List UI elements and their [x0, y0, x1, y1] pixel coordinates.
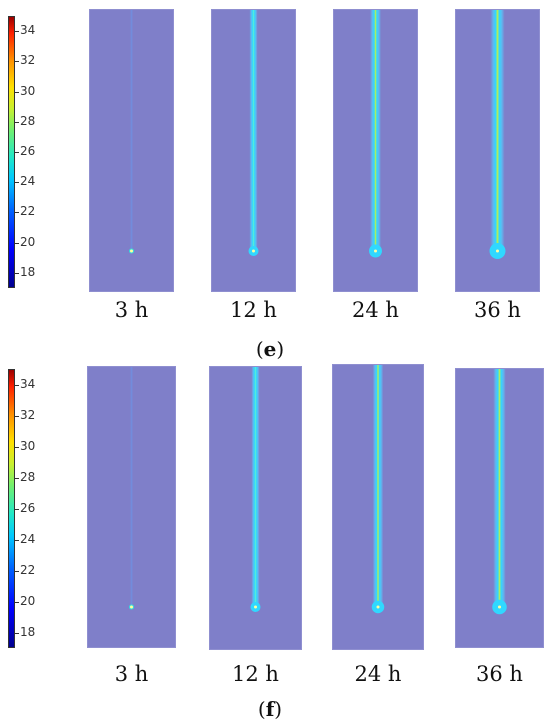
colorbar-tick-label: 32 — [20, 407, 36, 422]
heat-plume — [489, 10, 506, 259]
colorbar-tick-label: 34 — [20, 23, 36, 38]
colorbar-tick — [15, 539, 19, 541]
temperature-field — [87, 366, 176, 648]
colorbar-tick — [15, 446, 19, 448]
heat-source-point — [374, 249, 377, 253]
time-label: 12 h — [232, 662, 279, 686]
time-label: 12 h — [230, 298, 277, 322]
colorbar-tick-label: 26 — [20, 500, 36, 515]
colorbar-tick — [15, 415, 19, 417]
colorbar-f — [8, 369, 15, 648]
colorbar-e — [8, 16, 15, 288]
heat-plume — [371, 365, 385, 614]
time-label: 36 h — [476, 662, 523, 686]
heat-source-point — [496, 249, 499, 253]
plume-column — [249, 10, 258, 251]
heat-plume — [250, 367, 261, 612]
plume-column — [370, 10, 381, 251]
temperature-field — [332, 364, 424, 650]
colorbar-tick — [15, 31, 19, 33]
plume-column — [372, 365, 384, 607]
plume-column — [251, 367, 260, 607]
time-label: 24 h — [354, 662, 402, 686]
colorbar-tick — [15, 570, 19, 572]
colorbar-tick-label: 22 — [20, 562, 36, 577]
colorbar-tick-label: 30 — [20, 438, 36, 453]
colorbar-tick — [15, 242, 19, 244]
temperature-field — [89, 9, 174, 292]
time-label: 24 h — [352, 298, 399, 322]
colorbar-tick-label: 32 — [20, 53, 36, 68]
panel-e: 34 32 30 28 26 24 22 20 18 3 h 12 h 24 h 36 h (e) — [8, 9, 540, 361]
heat-plume — [248, 10, 259, 256]
plume-column — [130, 10, 133, 251]
colorbar-tick — [15, 477, 19, 479]
colorbar-tick — [15, 601, 19, 603]
colorbar-tick — [15, 91, 19, 93]
heat-plume — [369, 10, 382, 258]
plume-column — [490, 10, 505, 251]
time-label: 3 h — [114, 662, 149, 686]
colorbar-tick — [15, 212, 19, 214]
temperature-field — [455, 9, 540, 292]
colorbar-tick-label: 28 — [20, 469, 36, 484]
colorbar-tick — [15, 152, 19, 153]
heat-source-point — [498, 605, 501, 609]
temperature-field — [209, 366, 302, 650]
colorbar-tick-label: 20 — [20, 593, 36, 608]
heat-source-point — [254, 605, 257, 609]
heat-source-point — [376, 605, 380, 609]
heat-plume — [492, 369, 507, 615]
plume-column — [130, 367, 133, 607]
colorbar-tick — [15, 508, 19, 510]
colorbar-tick-label: 18 — [20, 264, 36, 279]
heat-source-point — [130, 605, 133, 609]
colorbar-tick-label: 34 — [20, 376, 36, 391]
temperature-field — [455, 368, 544, 648]
colorbar-tick-label: 24 — [20, 174, 36, 189]
colorbar-tick-label: 30 — [20, 83, 36, 98]
time-label: 3 h — [114, 298, 149, 322]
heat-source-point — [130, 249, 133, 253]
colorbar-tick — [15, 272, 19, 274]
plume-column — [493, 369, 506, 607]
panel-label-f: (f) — [257, 697, 283, 721]
heat-source-point — [252, 249, 255, 253]
colorbar-tick-label: 26 — [20, 144, 36, 158]
colorbar-tick-label: 20 — [20, 234, 36, 249]
colorbar-tick — [15, 61, 19, 63]
colorbar-tick-label: 18 — [20, 624, 36, 639]
heat-plume — [129, 10, 134, 254]
colorbar-tick-label: 24 — [20, 531, 36, 546]
temperature-field — [211, 9, 296, 292]
panel-f: 34 32 30 28 26 24 22 20 18 3 h 12 h 24 h 36 h (f) — [0, 362, 550, 721]
colorbar-tick — [15, 384, 19, 386]
colorbar-tick — [15, 182, 19, 184]
colorbar-tick — [15, 632, 19, 634]
panel-label-e: (e) — [255, 337, 285, 361]
colorbar-tick-label: 28 — [20, 113, 36, 128]
colorbar-tick-label: 22 — [20, 204, 36, 219]
colorbar-tick — [15, 121, 19, 123]
heat-plume — [129, 367, 134, 610]
time-label: 36 h — [474, 298, 521, 322]
temperature-field — [333, 9, 418, 292]
